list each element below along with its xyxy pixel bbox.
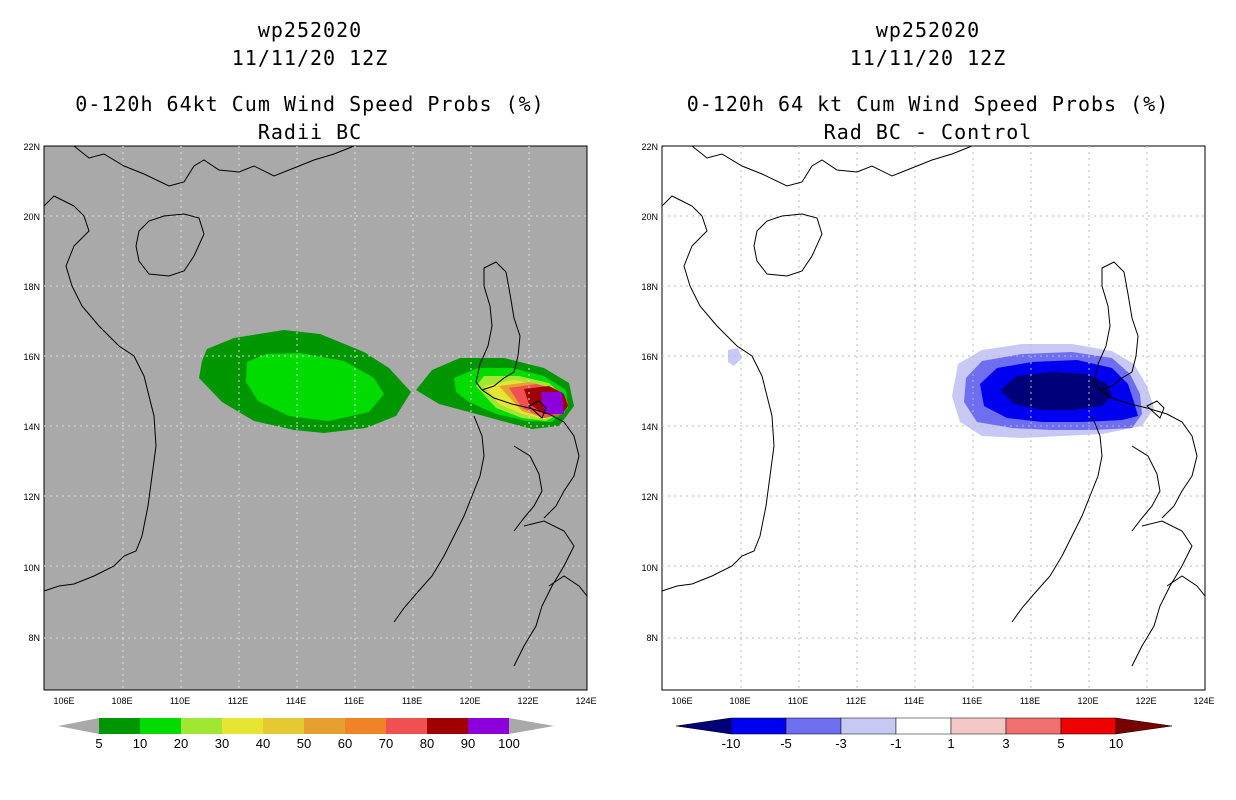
left-colorbar-bin: [181, 718, 222, 734]
left-lat-tick: 18N: [23, 282, 40, 292]
right-colorbar-bin: [1005, 717, 1062, 735]
left-colorbar: [58, 718, 554, 734]
right-gridlines: [662, 146, 1205, 690]
right-title-storm: wp252020: [875, 18, 981, 42]
left-lon-tick: 122E: [517, 696, 539, 706]
left-colorbar-label: 20: [173, 736, 189, 751]
right-map: [661, 145, 1206, 691]
right-title-date: 11/11/20 12Z: [849, 46, 1007, 70]
left-lon-tick: 110E: [169, 696, 191, 706]
right-colorbar-low-arrow: [675, 717, 732, 735]
right-lat-tick: 10N: [641, 563, 658, 573]
right-lat-tick: 8N: [646, 633, 658, 643]
right-lon-tick: 120E: [1077, 696, 1099, 706]
right-colorbar-label: 10: [1108, 736, 1124, 751]
right-lon-tick: 114E: [903, 696, 925, 706]
right-subtitle-run: Rad BC - Control: [823, 120, 1033, 144]
right-subtitle-product: 0-120h 64 kt Cum Wind Speed Probs (%): [686, 92, 1170, 116]
right-colorbar-bin: [1060, 717, 1117, 735]
right-difference-field: [728, 344, 1154, 438]
left-lat-tick: 10N: [23, 563, 40, 573]
left-colorbar-label: 5: [95, 736, 103, 751]
left-subtitle-run: Radii BC: [257, 120, 363, 144]
left-colorbar-label: 70: [378, 736, 394, 751]
right-lon-tick: 108E: [729, 696, 751, 706]
left-lon-tick: 118E: [401, 696, 423, 706]
left-lat-tick: 16N: [23, 352, 40, 362]
left-map: [43, 145, 588, 691]
left-lon-tick: 116E: [343, 696, 365, 706]
right-colorbar: [675, 717, 1173, 735]
right-lat-tick: 18N: [641, 282, 658, 292]
left-colorbar-label: 100: [498, 736, 520, 751]
left-lon-tick: 112E: [227, 696, 249, 706]
prob-contour-10: [246, 353, 384, 421]
right-lat-tick: 22N: [641, 142, 658, 152]
diff-contour-low-2: [728, 348, 742, 366]
right-colorbar-bin: [950, 717, 1007, 735]
right-lat-tick: 16N: [641, 352, 658, 362]
left-lat-tick: 14N: [23, 422, 40, 432]
right-colorbar-high-arrow: [1115, 717, 1173, 735]
left-colorbar-bin: [99, 718, 140, 734]
left-gridlines: [44, 146, 587, 690]
left-colorbar-bin: [222, 718, 263, 734]
prob-contour-90: [541, 392, 564, 414]
left-lon-tick: 114E: [285, 696, 307, 706]
right-colorbar-label: -10: [721, 736, 741, 751]
diff-contour-low-5: [1000, 372, 1112, 410]
right-coastlines: [661, 145, 1206, 667]
left-lat-tick: 12N: [23, 492, 40, 502]
left-colorbar-bin: [304, 718, 345, 734]
left-lon-tick: 124E: [575, 696, 597, 706]
right-colorbar-label: -3: [835, 736, 847, 751]
right-colorbar-bin: [785, 717, 842, 735]
right-lat-tick: 12N: [641, 492, 658, 502]
right-colorbar-bin: [840, 717, 897, 735]
left-colorbar-label: 50: [296, 736, 312, 751]
left-lon-tick: 106E: [53, 696, 75, 706]
left-colorbar-bin: [263, 718, 304, 734]
right-lon-tick: 124E: [1193, 696, 1215, 706]
right-colorbar-bin: [730, 717, 787, 735]
left-colorbar-bin: [468, 718, 509, 734]
left-colorbar-bin: [427, 718, 468, 734]
left-colorbar-bin: [140, 718, 181, 734]
right-lon-tick: 112E: [845, 696, 867, 706]
right-lon-tick: 106E: [671, 696, 693, 706]
left-lat-tick: 22N: [23, 142, 40, 152]
left-lon-tick: 120E: [459, 696, 481, 706]
right-lon-tick: 118E: [1019, 696, 1041, 706]
right-colorbar-label: 5: [1057, 736, 1065, 751]
left-subtitle-product: 0-120h 64kt Cum Wind Speed Probs (%): [75, 92, 545, 116]
left-lat-tick: 20N: [23, 212, 40, 222]
left-coastlines: [43, 145, 588, 667]
right-colorbar-label: 1: [947, 736, 955, 751]
left-title-date: 11/11/20 12Z: [231, 46, 389, 70]
right-colorbar-label: -5: [780, 736, 792, 751]
left-colorbar-bin: [345, 718, 386, 734]
right-colorbar-label: -1: [890, 736, 902, 751]
left-colorbar-low-arrow: [58, 718, 99, 734]
left-colorbar-label: 80: [419, 736, 435, 751]
right-lon-tick: 110E: [787, 696, 809, 706]
left-colorbar-label: 60: [337, 736, 353, 751]
right-lon-tick: 116E: [961, 696, 983, 706]
right-lat-tick: 20N: [641, 212, 658, 222]
left-lat-tick: 8N: [28, 633, 40, 643]
right-colorbar-bin: [895, 717, 952, 735]
left-colorbar-bin: [386, 718, 427, 734]
left-colorbar-label: 10: [132, 736, 148, 751]
right-colorbar-label: 3: [1002, 736, 1010, 751]
right-lat-tick: 14N: [641, 422, 658, 432]
right-lon-tick: 122E: [1135, 696, 1157, 706]
left-lon-tick: 108E: [111, 696, 133, 706]
left-colorbar-label: 90: [460, 736, 476, 751]
left-colorbar-label: 40: [255, 736, 271, 751]
left-colorbar-high-arrow: [509, 718, 554, 734]
left-colorbar-label: 30: [214, 736, 230, 751]
left-title-storm: wp252020: [257, 18, 363, 42]
